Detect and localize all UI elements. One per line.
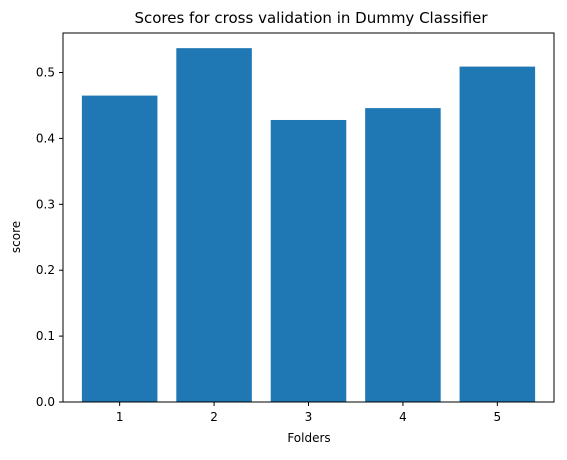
y-tick-label-0.5: 0.5 <box>36 66 55 80</box>
bars-layer <box>81 48 536 403</box>
bar-fold-3 <box>270 119 347 402</box>
x-tick-label-2: 2 <box>210 410 218 424</box>
y-tick-label-0.0: 0.0 <box>36 395 55 409</box>
chart-title: Scores for cross validation in Dummy Cla… <box>134 9 488 27</box>
bar-fold-5 <box>459 66 536 403</box>
y-tick-label-0.3: 0.3 <box>36 197 55 211</box>
axes-layer: 1 2 3 4 5 0.0 0.1 0.2 0.3 0.4 0.5 <box>36 32 555 424</box>
x-tick-label-1: 1 <box>116 410 124 424</box>
y-axis-label: score <box>9 221 23 253</box>
bar-fold-4 <box>365 108 441 402</box>
y-tick-label-0.2: 0.2 <box>36 263 55 277</box>
bar-fold-1 <box>81 95 158 403</box>
x-axis-label: Folders <box>287 431 330 445</box>
y-tick-label-0.4: 0.4 <box>36 131 55 145</box>
y-tick-label-0.1: 0.1 <box>36 329 55 343</box>
bar-fold-2 <box>176 48 252 402</box>
x-tick-label-5: 5 <box>494 410 502 424</box>
x-tick-label-3: 3 <box>305 410 313 424</box>
x-tick-label-4: 4 <box>399 410 407 424</box>
